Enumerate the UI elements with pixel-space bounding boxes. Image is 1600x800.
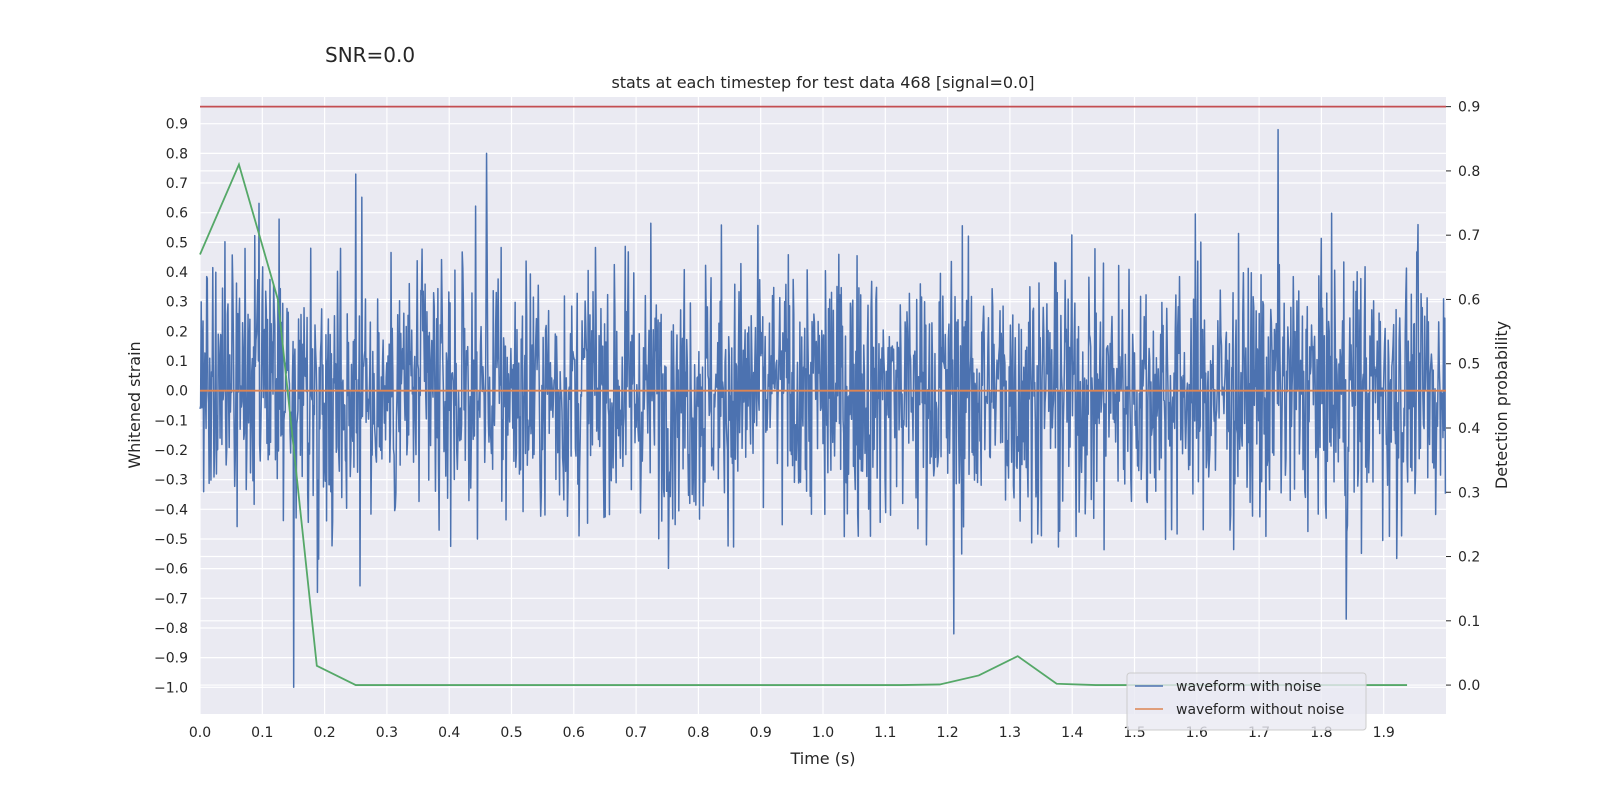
y-tick-label: −0.4 bbox=[154, 502, 188, 518]
x-tick-label: 1.3 bbox=[999, 725, 1021, 741]
y2-axis-label: Detection probability bbox=[1492, 321, 1511, 489]
series-line-noisy-waveform bbox=[199, 128, 1447, 689]
y-tick-label: 0.2 bbox=[166, 324, 188, 340]
chart-title: stats at each timestep for test data 468… bbox=[611, 73, 1034, 92]
y-tick-label: −0.8 bbox=[154, 621, 188, 637]
x-tick-label: 0.6 bbox=[563, 725, 585, 741]
y-tick-label: 0.5 bbox=[166, 235, 188, 251]
y2-tick-label: 0.6 bbox=[1458, 292, 1480, 308]
x-tick-label: 1.9 bbox=[1373, 725, 1395, 741]
y2-tick-labels: 0.9 0.8 0.7 0.6 0.5 0.4 0.3 0.2 0.1 0.0 bbox=[1446, 100, 1480, 694]
x-tick-label: 0.3 bbox=[376, 725, 398, 741]
y-tick-label: −1.0 bbox=[154, 680, 188, 696]
x-tick-label: 0.9 bbox=[750, 725, 772, 741]
x-tick-label: 0.7 bbox=[625, 725, 647, 741]
y-tick-label: 0.0 bbox=[166, 384, 188, 400]
y2-tick-label: 0.8 bbox=[1458, 164, 1480, 180]
y2-tick-label: 0.7 bbox=[1458, 228, 1480, 244]
y-tick-label: −0.3 bbox=[154, 473, 188, 489]
x-tick-label: 0.1 bbox=[251, 725, 273, 741]
x-tick-label: 1.2 bbox=[936, 725, 958, 741]
y2-tick-label: 0.5 bbox=[1458, 357, 1480, 373]
y-tick-label: −0.9 bbox=[154, 651, 188, 667]
x-tick-label: 0.2 bbox=[313, 725, 335, 741]
y2-tick-label: 0.2 bbox=[1458, 550, 1480, 566]
legend: waveform with noise waveform without noi… bbox=[1126, 672, 1367, 731]
y2-tick-label: 0.1 bbox=[1458, 614, 1480, 630]
x-tick-label: 0.5 bbox=[500, 725, 522, 741]
x-tick-label: 0.0 bbox=[189, 725, 211, 741]
y-tick-labels: 0.9 0.8 0.7 0.6 0.5 0.4 0.3 0.2 0.1 0.0 −0.1 −0.2 −0… bbox=[154, 117, 188, 697]
series-layer bbox=[199, 105, 1447, 689]
chart-suptitle: SNR=0.0 bbox=[325, 43, 415, 67]
x-tick-label: 1.0 bbox=[812, 725, 834, 741]
y-tick-label: 0.8 bbox=[166, 146, 188, 162]
legend-label-noise: waveform with noise bbox=[1176, 679, 1321, 695]
y-tick-label: −0.1 bbox=[154, 413, 188, 429]
y-tick-label: 0.4 bbox=[166, 265, 188, 281]
legend-box bbox=[1126, 672, 1367, 731]
x-tick-label: 0.8 bbox=[687, 725, 709, 741]
y-tick-label: −0.7 bbox=[154, 591, 188, 607]
x-tick-label: 1.1 bbox=[874, 725, 896, 741]
y-tick-label: −0.5 bbox=[154, 532, 188, 548]
x-tick-label: 1.4 bbox=[1061, 725, 1083, 741]
x-axis-label: Time (s) bbox=[789, 749, 855, 768]
y2-tick-label: 0.3 bbox=[1458, 485, 1480, 501]
y-tick-label: −0.6 bbox=[154, 562, 188, 578]
y-tick-label: 0.9 bbox=[166, 117, 188, 133]
legend-label-clean: waveform without noise bbox=[1176, 702, 1344, 718]
y-tick-label: 0.3 bbox=[166, 295, 188, 311]
y2-tick-label: 0.9 bbox=[1458, 100, 1480, 116]
y-tick-label: 0.1 bbox=[166, 354, 188, 370]
y2-tick-label: 0.0 bbox=[1458, 678, 1480, 694]
x-tick-label: 0.4 bbox=[438, 725, 460, 741]
y-tick-label: −0.2 bbox=[154, 443, 188, 459]
y-tick-label: 0.7 bbox=[166, 176, 188, 192]
y-tick-label: 0.6 bbox=[166, 206, 188, 222]
y2-tick-label: 0.4 bbox=[1458, 421, 1480, 437]
y-axis-label: Whitened strain bbox=[125, 341, 144, 468]
